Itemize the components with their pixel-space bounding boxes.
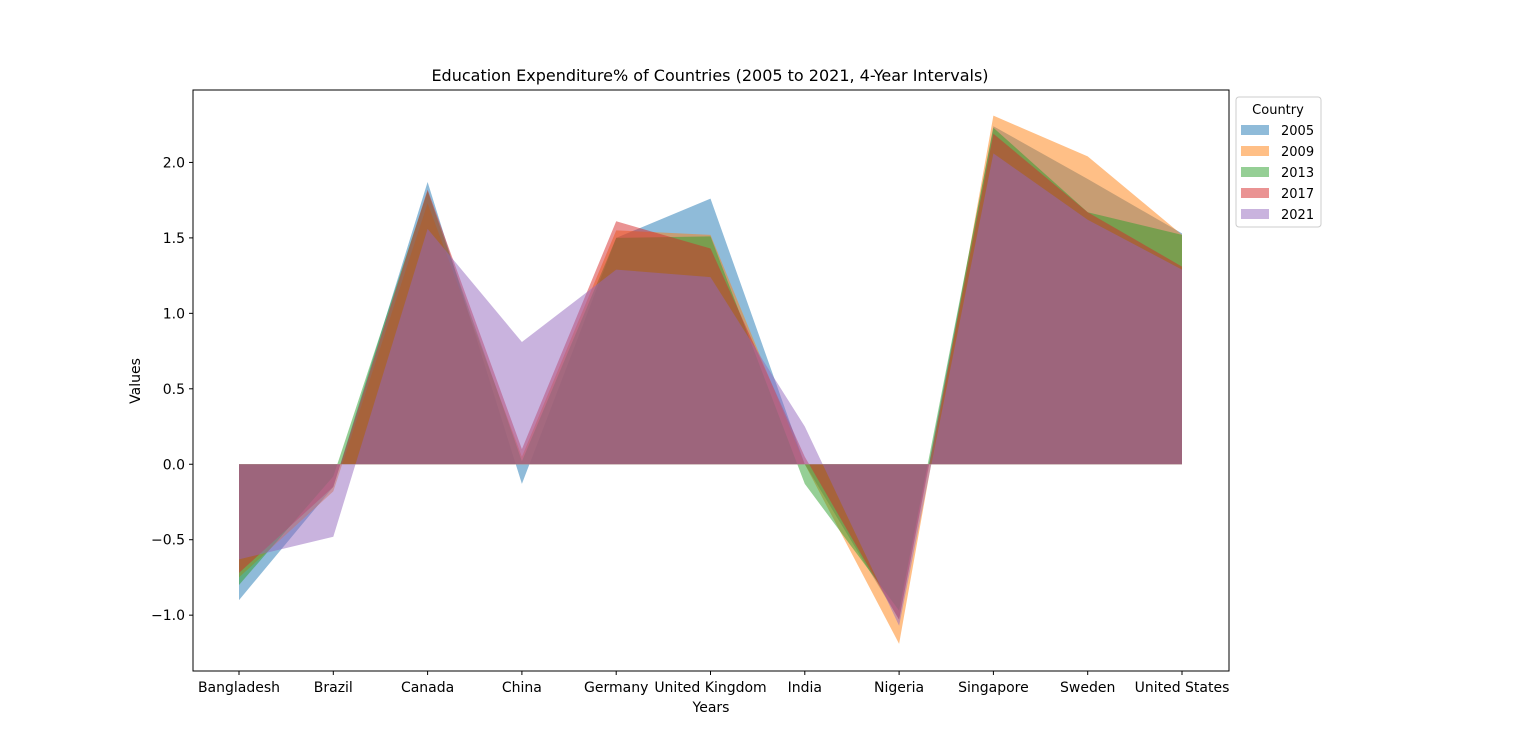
legend-label-2013: 2013	[1281, 166, 1314, 181]
legend-title: Country	[1252, 103, 1304, 118]
legend-swatch-2005	[1241, 125, 1269, 135]
legend-label-2021: 2021	[1281, 208, 1314, 223]
x-axis: Bangladesh Brazil Canada China Germany United…	[198, 671, 1229, 696]
legend-label-2005: 2005	[1281, 124, 1314, 139]
legend-label-2017: 2017	[1281, 187, 1314, 202]
x-tick-label: Nigeria	[874, 680, 924, 696]
x-tick-label: United Kingdom	[654, 680, 766, 696]
legend-swatch-2017	[1241, 188, 1269, 198]
legend-label-2009: 2009	[1281, 145, 1314, 160]
chart-title: Education Expenditure% of Countries (200…	[431, 66, 988, 85]
y-tick-label: 1.0	[163, 306, 185, 322]
legend-swatch-2009	[1241, 146, 1269, 156]
x-tick-label: Canada	[401, 680, 454, 696]
x-tick-label: Singapore	[958, 680, 1029, 696]
legend-swatch-2021	[1241, 209, 1269, 219]
x-tick-label: China	[502, 680, 542, 696]
legend-swatch-2013	[1241, 167, 1269, 177]
y-tick-label: 0.5	[163, 382, 185, 398]
series-areas	[239, 115, 1182, 644]
y-tick-label: 2.0	[163, 155, 185, 171]
y-axis-label: Values	[128, 358, 144, 404]
x-tick-label: Sweden	[1060, 680, 1115, 696]
x-tick-label: United States	[1135, 680, 1230, 696]
x-tick-label: India	[788, 680, 822, 696]
y-tick-label: 1.5	[163, 231, 185, 247]
x-tick-label: Germany	[584, 680, 648, 696]
x-tick-label: Brazil	[314, 680, 353, 696]
legend: Country 2005 2009 2013 2017 2021	[1235, 96, 1322, 228]
x-tick-label: Bangladesh	[198, 680, 280, 696]
y-tick-label: −1.0	[151, 608, 185, 624]
x-axis-label: Years	[692, 700, 730, 716]
y-tick-label: 0.0	[163, 457, 185, 473]
area-series-2021	[239, 153, 1182, 626]
y-axis: −1.0 −0.5 0.0 0.5 1.0 1.5 2.0	[151, 155, 193, 624]
y-tick-label: −0.5	[151, 533, 185, 549]
